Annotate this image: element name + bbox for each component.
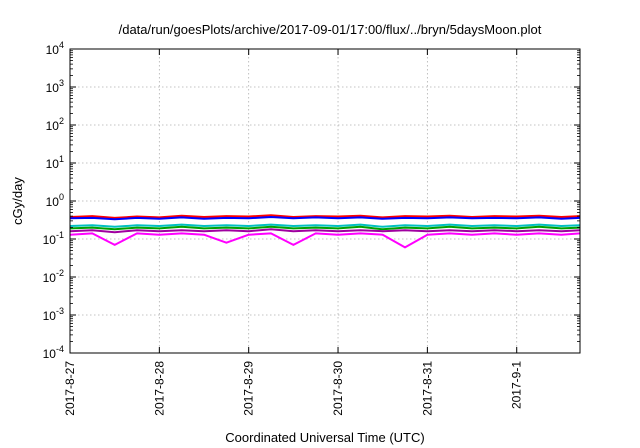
series-line [69,228,581,234]
x-tick-label: 2017-8-31 [420,361,434,416]
series-layer [69,214,581,249]
series-line [69,223,581,228]
x-tick-label: 2017-8-28 [152,361,166,416]
y-tick-label: 101 [46,154,64,171]
y-tick-label: 104 [46,40,64,57]
series-line [69,225,581,231]
x-tick-label: 2017-8-27 [63,361,77,416]
y-axis: 10-4 10-3 10-2 10-1 100 101 102 103 104 [43,40,580,361]
x-tick-label: 2017-9-1 [510,361,524,409]
y-tick-label: 10-4 [43,344,64,361]
y-tick-label: 102 [46,116,64,133]
x-tick-label: 2017-8-29 [242,361,256,416]
x-tick-label: 2017-8-30 [331,361,345,416]
x-axis-label: Coordinated Universal Time (UTC) [225,430,424,445]
y-tick-label: 100 [46,192,64,209]
chart-title: /data/run/goesPlots/archive/2017-09-01/1… [119,22,542,37]
x-axis: 2017-8-27 2017-8-28 2017-8-29 2017-8-30 2017… [63,49,524,416]
y-tick-label: 10-2 [43,268,64,285]
y-tick-label: 10-3 [43,306,64,323]
series-line [69,216,581,221]
y-tick-label: 10-1 [43,230,64,247]
grid [70,49,580,353]
y-axis-label: cGy/day [10,177,25,225]
series-line [69,214,581,219]
y-tick-label: 103 [46,78,64,95]
series-line [69,232,581,249]
